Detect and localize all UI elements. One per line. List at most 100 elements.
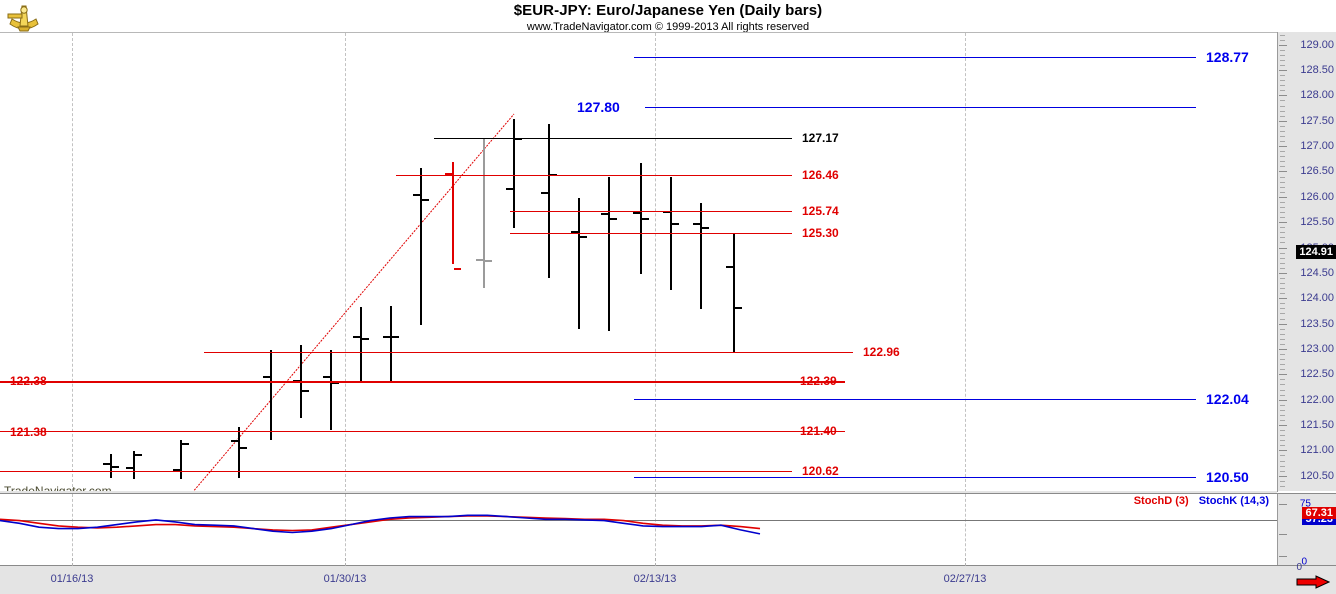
date-axis-tick xyxy=(72,558,73,566)
price-level-line[interactable] xyxy=(0,380,845,383)
bar-close-tick xyxy=(672,223,679,226)
axis-tick xyxy=(1279,450,1287,452)
price-level-line[interactable] xyxy=(510,211,792,213)
price-axis[interactable]: 129.00 128.50 128.00 127.50 127.00 126.50 126.… xyxy=(1277,32,1336,491)
axis-tick-minor xyxy=(1280,333,1285,335)
price-level-label: 127.80 xyxy=(577,98,620,115)
axis-tick-minor xyxy=(1280,288,1285,290)
price-level-line[interactable] xyxy=(0,431,845,433)
bar-close-tick xyxy=(240,447,247,450)
price-level-line[interactable] xyxy=(634,476,1196,478)
axis-tick xyxy=(1279,196,1287,198)
bar-open-tick xyxy=(476,258,483,261)
stochastic-panel[interactable]: StochD (3) StochK (14,3) xyxy=(0,493,1278,566)
bar-stem xyxy=(578,197,580,329)
stochk-legend-label: StochK (14,3) xyxy=(1198,495,1269,507)
bar-stem xyxy=(608,176,610,331)
price-level-line[interactable] xyxy=(204,352,853,354)
date-axis-tick xyxy=(655,558,656,566)
axis-tick-minor xyxy=(1280,354,1285,356)
axis-tick-minor xyxy=(1280,49,1285,51)
price-level-line[interactable] xyxy=(0,470,792,472)
current-price-tag: 124.91 xyxy=(1296,245,1336,260)
price-axis-label: 123.00 xyxy=(1300,342,1334,355)
axis-tick-minor xyxy=(1280,389,1285,391)
axis-tick-minor xyxy=(1280,125,1285,127)
price-axis-label: 128.00 xyxy=(1300,89,1334,102)
axis-tick xyxy=(1279,556,1287,557)
price-level-label: 125.74 xyxy=(802,204,839,219)
bar-stem xyxy=(513,119,515,229)
axis-tick-minor xyxy=(1280,445,1285,447)
price-level-line[interactable] xyxy=(645,106,1196,108)
axis-tick xyxy=(1279,272,1287,274)
axis-tick xyxy=(1279,298,1287,300)
price-level-line[interactable] xyxy=(396,174,792,176)
watermark-text: TradeNavigator.com xyxy=(4,484,112,492)
price-level-line[interactable] xyxy=(510,233,792,235)
axis-tick-minor xyxy=(1280,480,1285,482)
ohlc-bar xyxy=(445,162,461,270)
date-axis-tick xyxy=(965,558,966,566)
price-axis-label: 125.50 xyxy=(1300,216,1334,229)
axis-tick-minor xyxy=(1280,435,1285,437)
stochastic-curves xyxy=(0,514,761,535)
bar-close-tick xyxy=(362,338,369,341)
axis-tick-minor xyxy=(1280,181,1285,183)
stochastic-axis[interactable]: 75 0 57.23 67.31 xyxy=(1277,493,1336,568)
bar-close-tick xyxy=(454,267,461,270)
axis-tick xyxy=(1279,222,1287,224)
ohlc-bar xyxy=(601,176,617,331)
axis-tick-minor xyxy=(1280,293,1285,295)
bar-open-tick xyxy=(506,187,513,190)
axis-tick-minor xyxy=(1280,110,1285,112)
bar-close-tick xyxy=(422,198,429,201)
ohlc-bar xyxy=(633,163,649,274)
axis-tick-minor xyxy=(1280,364,1285,366)
scroll-position-value: 0 xyxy=(1296,562,1302,573)
axis-tick-minor xyxy=(1280,151,1285,153)
date-axis-label: 02/13/13 xyxy=(633,573,677,585)
bar-open-tick xyxy=(663,211,670,214)
price-level-line[interactable] xyxy=(434,138,792,140)
axis-tick-minor xyxy=(1280,105,1285,107)
axis-tick xyxy=(1279,348,1287,350)
price-axis-label: 124.50 xyxy=(1300,266,1334,279)
bar-stem xyxy=(180,440,182,480)
axis-tick xyxy=(1279,44,1287,46)
price-level-label: 127.17 xyxy=(802,131,839,146)
bar-open-tick xyxy=(383,335,390,338)
ohlc-bar xyxy=(413,168,429,325)
bar-stem xyxy=(238,427,240,478)
bar-open-tick xyxy=(263,375,270,378)
axis-tick-minor xyxy=(1280,465,1285,467)
price-level-label: 122.04 xyxy=(1206,390,1249,407)
price-level-line[interactable] xyxy=(634,398,1196,400)
axis-tick-minor xyxy=(1280,59,1285,61)
axis-tick xyxy=(1279,247,1287,249)
price-level-line[interactable] xyxy=(634,57,1196,59)
axis-tick-minor xyxy=(1280,156,1285,158)
price-chart-panel[interactable]: 128.77 127.80 127.17 126.46 125.74 125.30 122.… xyxy=(0,32,1278,492)
axis-tick xyxy=(1279,399,1287,401)
price-level-label: 128.77 xyxy=(1206,49,1249,66)
axis-tick-minor xyxy=(1280,115,1285,117)
arrow-right-icon[interactable] xyxy=(1296,575,1330,589)
axis-tick xyxy=(1279,70,1287,72)
axis-tick-minor xyxy=(1280,85,1285,87)
bar-open-tick xyxy=(173,468,180,471)
axis-tick-minor xyxy=(1280,130,1285,132)
gridline-vertical xyxy=(345,494,346,566)
price-level-label: 122.96 xyxy=(863,345,900,360)
axis-tick-minor xyxy=(1280,90,1285,92)
price-axis-label: 121.00 xyxy=(1300,444,1334,457)
axis-tick-minor xyxy=(1280,369,1285,371)
axis-tick-minor xyxy=(1280,419,1285,421)
axis-tick xyxy=(1279,504,1287,505)
bar-open-tick xyxy=(541,191,548,194)
ohlc-bar xyxy=(173,440,189,480)
time-axis[interactable]: 01/16/13 01/30/13 02/13/13 02/27/13 0 xyxy=(0,558,1336,594)
stochd-value-tag: 67.31 xyxy=(1302,507,1336,519)
axis-tick-minor xyxy=(1280,135,1285,137)
axis-tick-minor xyxy=(1280,328,1285,330)
